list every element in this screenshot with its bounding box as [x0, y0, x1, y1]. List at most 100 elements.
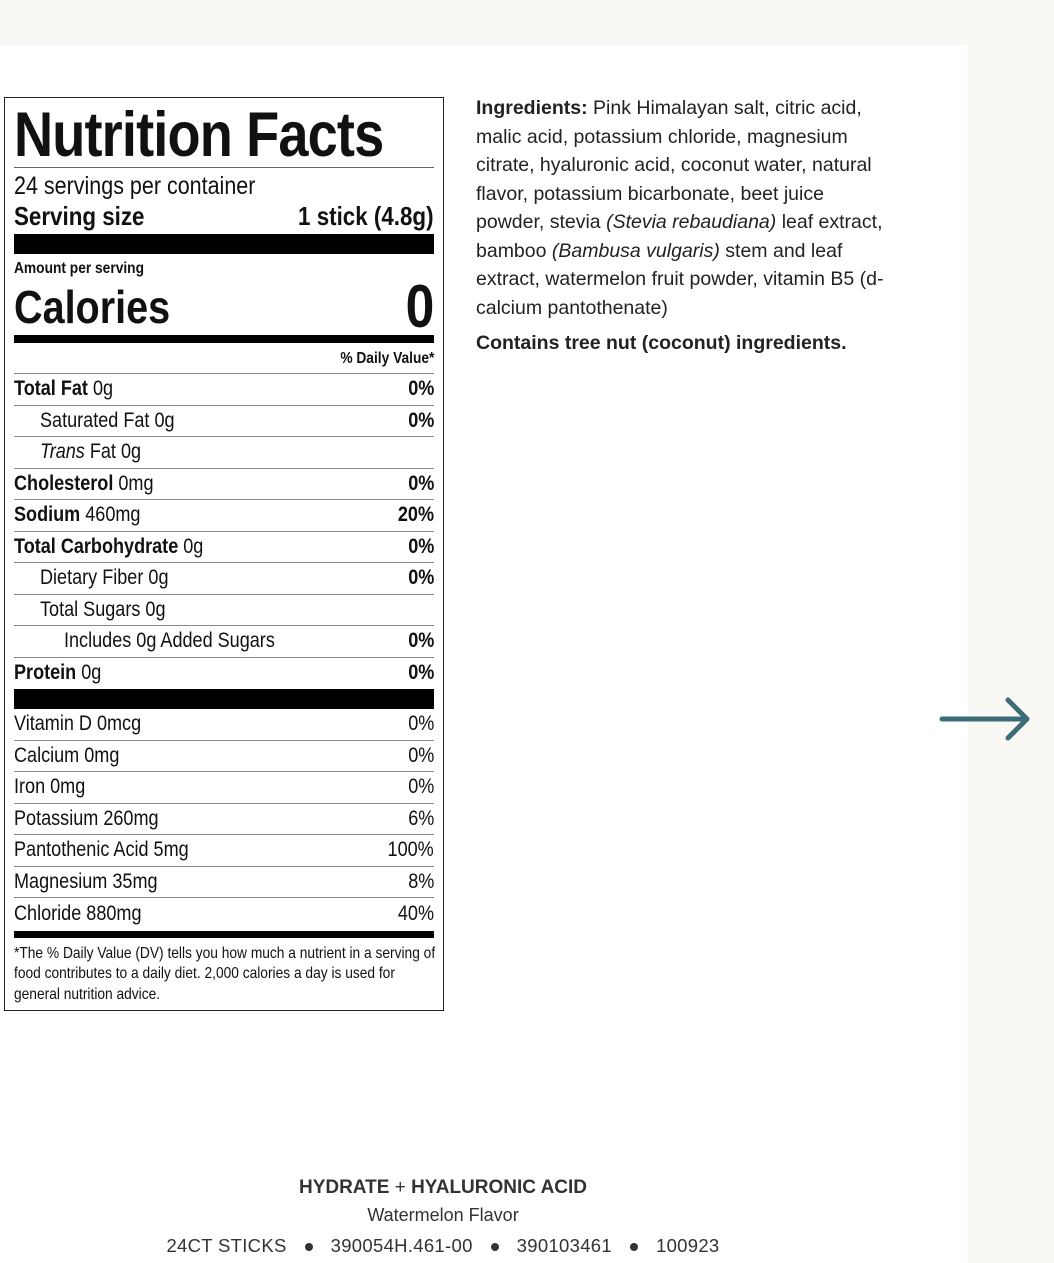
nutrient-amount: 0g: [81, 661, 102, 685]
label-title: Nutrition Facts: [14, 98, 434, 170]
ingredients-text: stem and leaf extract, watermelon fruit …: [476, 239, 884, 319]
nutrition-label: Nutrition Facts 24 servings per containe…: [4, 97, 444, 1011]
nutrient-row: Cholesterol 0mg 0%: [14, 469, 434, 500]
nutrient-amount: 0g: [148, 566, 169, 590]
nutrient-row: Dietary Fiber 0g 0%: [14, 563, 434, 595]
nutrient-name: Sodium: [14, 503, 81, 527]
product-name-part: HYDRATE: [298, 1177, 390, 1198]
nutrient-name: Cholesterol: [14, 471, 114, 495]
nutrient-dv: 0%: [407, 471, 434, 495]
nutrient-amount: 0g: [92, 377, 114, 401]
thick-rule: [14, 234, 434, 254]
nutrient-amount: 0g: [145, 597, 166, 621]
serving-size-label: Serving size: [14, 200, 145, 231]
vitamin-name: Iron 0mg: [14, 775, 86, 799]
amount-text: Amount per serving: [14, 260, 144, 277]
nutrient-row: Saturated Fat 0g 0%: [14, 406, 434, 437]
vitamin-row: Potassium 260mg 6%: [14, 804, 434, 835]
vitamin-row: Vitamin D 0mcg 0%: [14, 709, 434, 741]
plus: +: [394, 1177, 406, 1198]
nutrient-name: Total Carbohydrate: [14, 534, 179, 558]
product-name-part: HYALURONIC ACID: [411, 1177, 588, 1198]
nutrient-amount: 0g: [120, 440, 142, 464]
next-arrow[interactable]: [938, 692, 1034, 746]
vitamin-name: Pantothenic Acid 5mg: [14, 838, 189, 862]
title-text: Nutrition Facts: [14, 100, 384, 170]
vitamin-row: Calcium 0mg 0%: [14, 741, 434, 772]
dv-header: % Daily Value*: [14, 343, 434, 374]
ingredients-italic: (Stevia rebaudiana): [606, 211, 777, 233]
flavor: Watermelon Flavor: [367, 1205, 519, 1225]
nutrient-dv: 0%: [407, 629, 434, 653]
nutrient-name: Dietary Fiber: [40, 566, 144, 590]
vitamin-list: Vitamin D 0mcg 0% Calcium 0mg 0% Iron 0mg 0% P…: [14, 709, 434, 930]
vitamin-row: Magnesium 35mg 8%: [14, 867, 434, 898]
nutrient-name: Fat: [89, 440, 116, 464]
ingredients: Ingredients: Pink Himalayan salt, citric…: [476, 94, 891, 322]
vitamin-dv: 0%: [407, 775, 434, 799]
bullet: [629, 1243, 638, 1252]
nutrient-dv: 0%: [407, 566, 434, 590]
nutrient-row: Protein 0g 0%: [14, 658, 434, 690]
nutrient-list: Total Fat 0g 0% Saturated Fat 0g 0% Trans …: [14, 374, 434, 689]
main-panel: Nutrition Facts 24 servings per containe…: [0, 45, 968, 1263]
nutrient-amount: 0mg: [118, 471, 154, 495]
vitamin-dv: 0%: [407, 712, 434, 736]
nutrient-amount: 0g: [154, 408, 175, 432]
nutrient-dv: 0%: [407, 408, 434, 432]
allergen-statement: Contains tree nut (coconut) ingredients.: [476, 332, 847, 354]
nutrient-amount: 0g: [183, 534, 204, 558]
nutrient-dv: 20%: [397, 503, 434, 527]
medium-rule: [14, 335, 434, 343]
vitamin-name: Magnesium 35mg: [14, 869, 158, 893]
code: 390103461: [516, 1235, 612, 1256]
vitamin-dv: 40%: [397, 901, 434, 925]
code: 100923: [655, 1235, 720, 1256]
calories-value: 0: [405, 273, 434, 340]
servings: 24 servings per container: [14, 168, 434, 200]
vitamin-dv: 100%: [387, 838, 434, 862]
serving-size-row: Serving size 1 stick (4.8g): [14, 198, 434, 234]
vitamin-row: Chloride 880mg 40%: [14, 898, 434, 930]
calories-row: Calories 0: [14, 273, 434, 340]
servings-text: 24 servings per container: [14, 172, 256, 200]
code: 390054H.461-00: [330, 1235, 473, 1256]
nutrient-name-italic: Trans: [40, 440, 85, 464]
ingredients-label: Ingredients:: [476, 97, 588, 119]
vitamin-row: Pantothenic Acid 5mg 100%: [14, 835, 434, 867]
nutrient-row: Total Sugars 0g: [14, 595, 434, 626]
nutrient-name: Protein: [14, 661, 77, 685]
serving-size: 1 stick (4.8g): [298, 200, 434, 231]
nutrient-name: Includes 0g Added Sugars: [64, 629, 275, 653]
nutrient-dv: 0%: [407, 534, 434, 558]
nutrient-name: Total Sugars: [40, 597, 141, 621]
code: 24CT STICKS: [166, 1235, 287, 1256]
ingredients-text: leaf extract, bamboo: [476, 211, 883, 262]
codes: 24CT STICKS 390054H.461-00 390103461 100923: [0, 1229, 886, 1263]
footnote-text: *The % Daily Value (DV) tells you how mu…: [14, 944, 436, 1003]
dv-header-text: % Daily Value*: [339, 350, 434, 367]
product-name: HYDRATE + HYALURONIC ACID: [0, 1175, 886, 1201]
bullet: [304, 1243, 313, 1252]
nutrient-name: Saturated Fat: [40, 408, 150, 432]
bullet: [490, 1243, 499, 1252]
vitamin-name: Vitamin D 0mcg: [14, 712, 142, 736]
ingredients-italic: (Bambusa vulgaris): [551, 239, 720, 262]
nutrient-name: Total Fat: [14, 377, 88, 401]
ingredients-text: Pink Himalayan salt, citric acid, malic …: [476, 97, 872, 233]
product-footer: HYDRATE + HYALURONIC ACID Watermelon Fla…: [0, 1175, 886, 1263]
nutrient-dv: 0%: [407, 661, 434, 685]
vitamin-name: Potassium 260mg: [14, 806, 159, 830]
nutrient-dv: 0%: [407, 377, 434, 401]
nutrient-row: Trans Fat 0g: [14, 437, 434, 469]
vitamin-name: Calcium 0mg: [14, 743, 120, 767]
calories-label: Calories: [14, 280, 171, 333]
medium-rule: [14, 930, 434, 938]
nutrient-amount: 460mg: [85, 503, 141, 527]
amount-per-serving: Amount per serving: [14, 254, 434, 278]
nutrient-row: Total Fat 0g 0%: [14, 374, 434, 406]
vitamin-name: Chloride 880mg: [14, 901, 142, 925]
vitamin-dv: 0%: [407, 743, 434, 767]
vitamin-dv: 8%: [407, 869, 434, 893]
